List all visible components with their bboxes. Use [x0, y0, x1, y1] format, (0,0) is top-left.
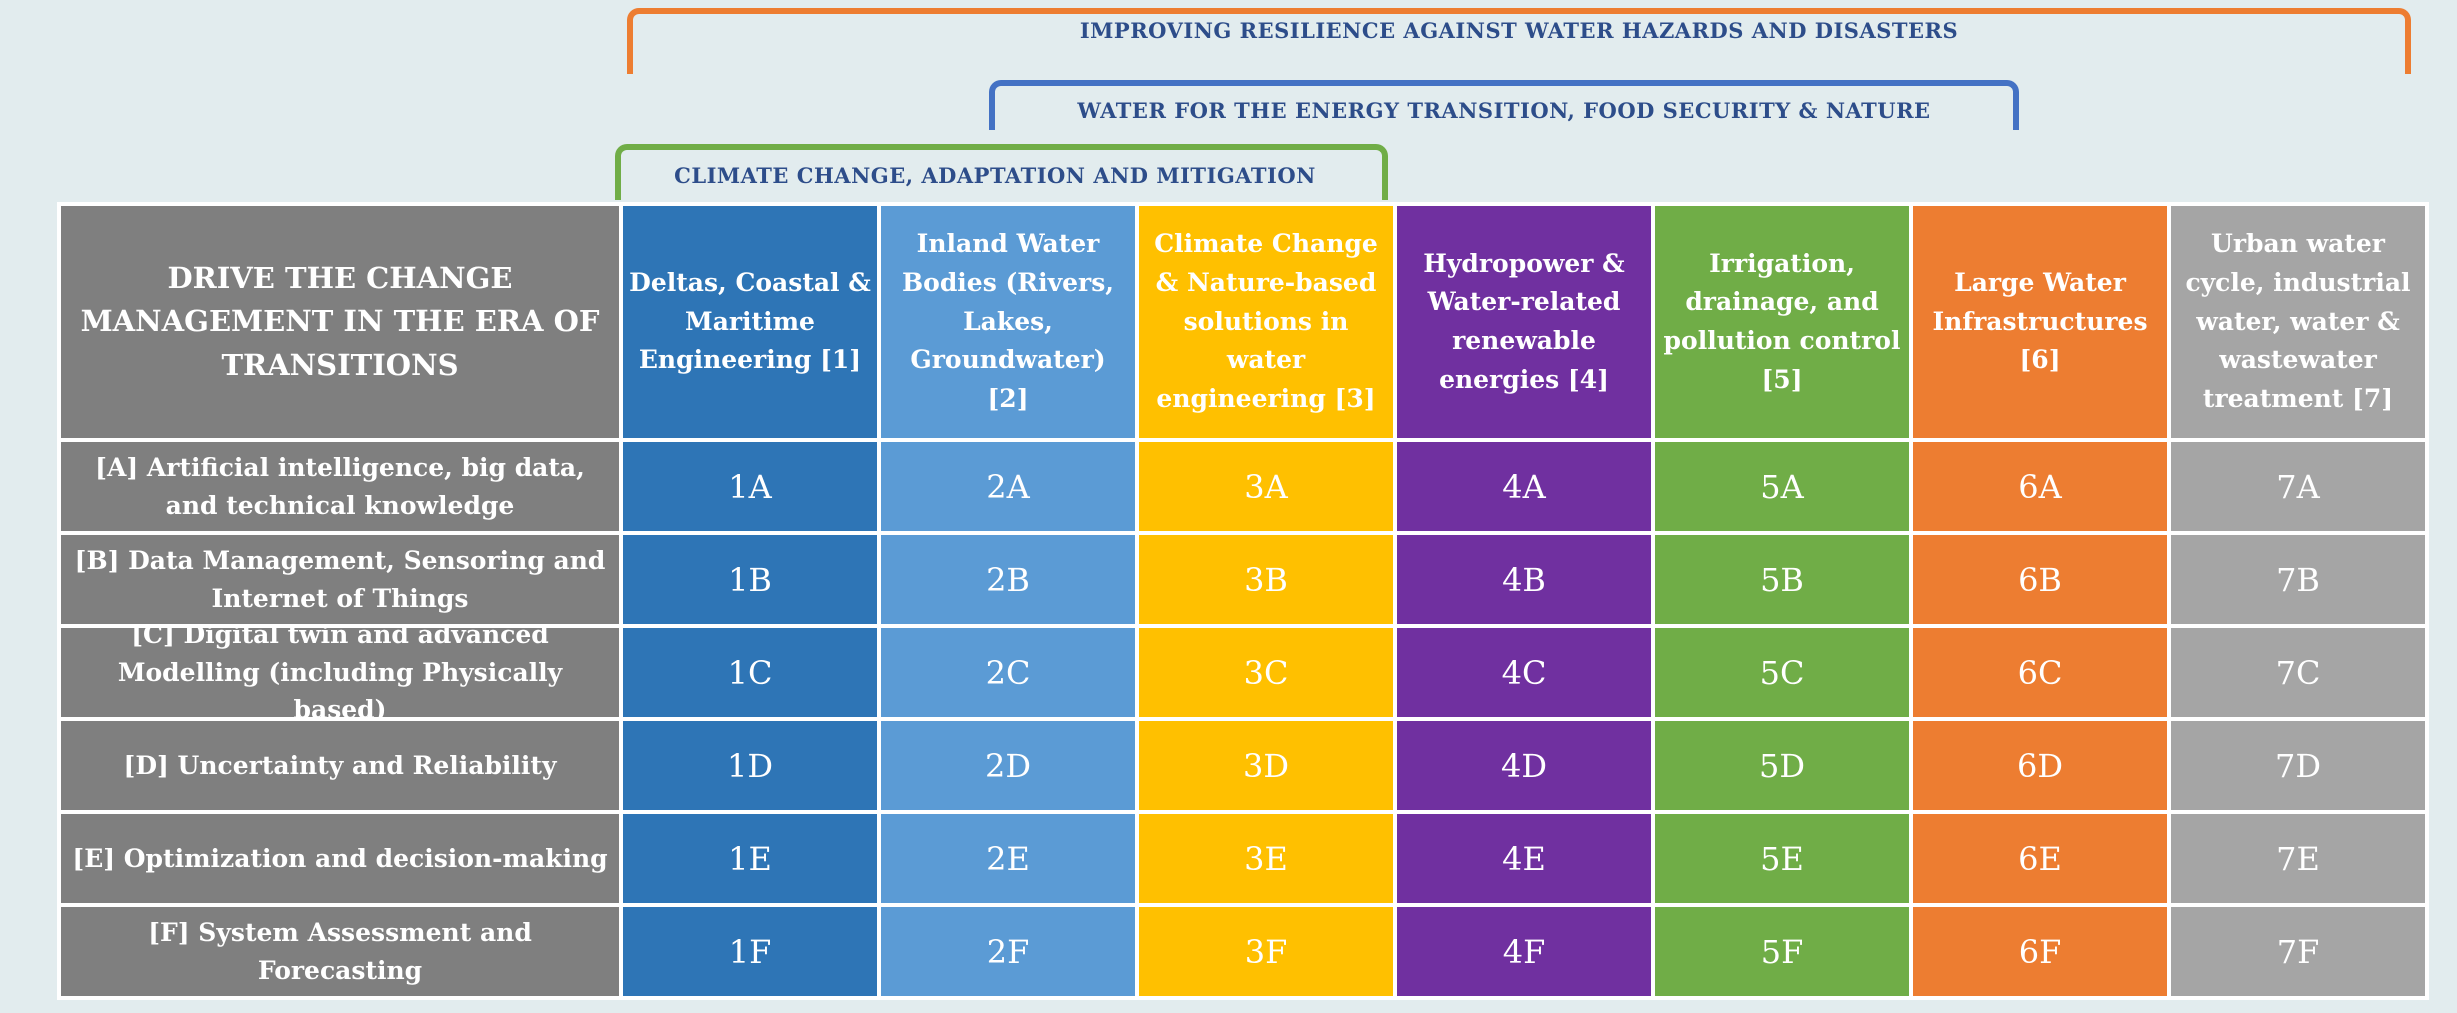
row-header-e: [E] Optimization and decision-making — [61, 814, 619, 903]
matrix-cell: 3A — [1139, 442, 1393, 531]
matrix-cell: 6E — [1913, 814, 2167, 903]
bracket-climate-change-label: CLIMATE CHANGE, ADAPTATION AND MITIGATIO… — [674, 163, 1316, 188]
row-header-b: [B] Data Management, Sensoring and Inter… — [61, 535, 619, 624]
matrix-cell: 7B — [2171, 535, 2425, 624]
matrix-cell: 7E — [2171, 814, 2425, 903]
matrix-cell: 1C — [623, 628, 877, 717]
matrix-cell: 6F — [1913, 907, 2167, 996]
matrix-cell: 4E — [1397, 814, 1651, 903]
matrix-cell: 4B — [1397, 535, 1651, 624]
matrix-cell: 3C — [1139, 628, 1393, 717]
matrix-cell: 2C — [881, 628, 1135, 717]
matrix-cell: 6D — [1913, 721, 2167, 810]
bracket-energy-transition-label: WATER FOR THE ENERGY TRANSITION, FOOD SE… — [1077, 98, 1931, 123]
matrix-cell: 5B — [1655, 535, 1909, 624]
column-header-7: Urban water cycle, industrial water, wat… — [2171, 206, 2425, 438]
bracket-climate-change — [615, 144, 1388, 200]
column-header-4: Hydropower & Water-related renewable ene… — [1397, 206, 1651, 438]
matrix-cell: 5E — [1655, 814, 1909, 903]
matrix-cell: 1A — [623, 442, 877, 531]
matrix-cell: 2B — [881, 535, 1135, 624]
matrix-cell: 3B — [1139, 535, 1393, 624]
matrix-cell: 1D — [623, 721, 877, 810]
matrix-cell: 4A — [1397, 442, 1651, 531]
matrix-cell: 7D — [2171, 721, 2425, 810]
matrix-cell: 1F — [623, 907, 877, 996]
matrix-cell: 7F — [2171, 907, 2425, 996]
matrix-cell: 4F — [1397, 907, 1651, 996]
bracket-resilience-label: IMPROVING RESILIENCE AGAINST WATER HAZAR… — [1079, 18, 1959, 43]
row-header-f: [F] System Assessment and Forecasting — [61, 907, 619, 996]
column-header-5: Irrigation, drainage, and pollution cont… — [1655, 206, 1909, 438]
column-header-1: Deltas, Coastal & Maritime Engineering [… — [623, 206, 877, 438]
matrix-cell: 3F — [1139, 907, 1393, 996]
matrix-cell: 2A — [881, 442, 1135, 531]
row-header-d: [D] Uncertainty and Reliability — [61, 721, 619, 810]
matrix-cell: 7C — [2171, 628, 2425, 717]
matrix-cell: 1B — [623, 535, 877, 624]
matrix-cell: 3D — [1139, 721, 1393, 810]
matrix-cell: 2D — [881, 721, 1135, 810]
matrix-cell: 5D — [1655, 721, 1909, 810]
matrix-cell: 1E — [623, 814, 877, 903]
matrix-cell: 5C — [1655, 628, 1909, 717]
bracket-energy-transition — [989, 80, 2019, 130]
matrix-cell: 6B — [1913, 535, 2167, 624]
matrix-cell: 2E — [881, 814, 1135, 903]
row-header-c: [C] Digital twin and advanced Modelling … — [61, 620, 619, 724]
column-header-2: Inland Water Bodies (Rivers, Lakes, Grou… — [881, 206, 1135, 438]
transition-matrix: DRIVE THE CHANGE MANAGEMENT IN THE ERA O… — [57, 202, 2429, 1000]
matrix-corner-title: DRIVE THE CHANGE MANAGEMENT IN THE ERA O… — [61, 206, 619, 438]
matrix-cell: 3E — [1139, 814, 1393, 903]
row-header-a: [A] Artificial intelligence, big data, a… — [61, 442, 619, 531]
matrix-cell: 4D — [1397, 721, 1651, 810]
matrix-cell: 5F — [1655, 907, 1909, 996]
bracket-resilience — [627, 8, 2411, 74]
matrix-cell: 7A — [2171, 442, 2425, 531]
matrix-cell: 4C — [1397, 628, 1651, 717]
column-header-3: Climate Change & Nature-based solutions … — [1139, 206, 1393, 438]
matrix-cell: 6C — [1913, 628, 2167, 717]
matrix-cell: 5A — [1655, 442, 1909, 531]
column-header-6: Large Water Infrastructures [6] — [1913, 206, 2167, 438]
matrix-cell: 6A — [1913, 442, 2167, 531]
matrix-cell: 2F — [881, 907, 1135, 996]
